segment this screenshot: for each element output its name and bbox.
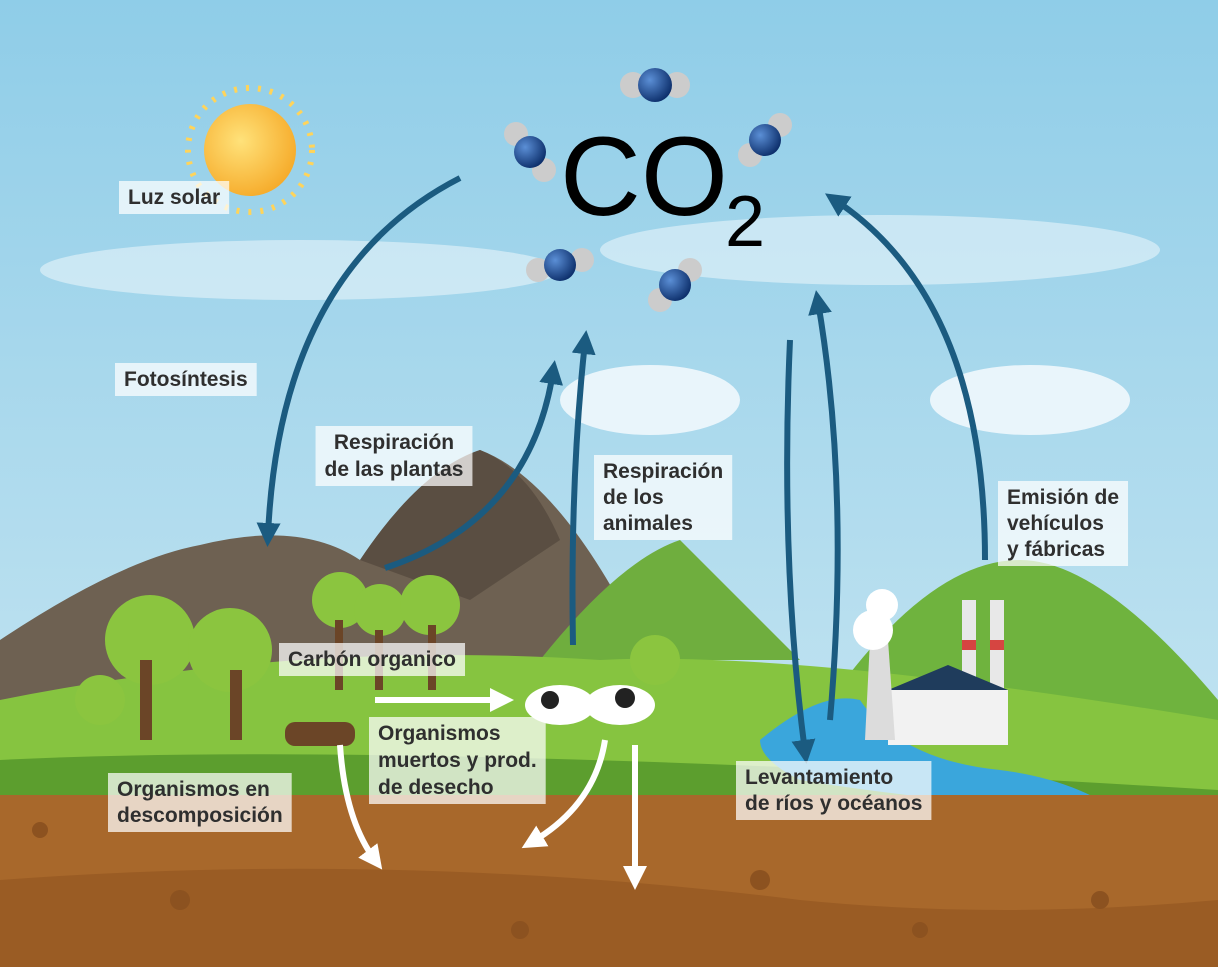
label: Luz solar	[119, 181, 229, 214]
label-text: y fábricas	[1007, 538, 1105, 561]
label: Levantamiento de ríos y océanos	[736, 761, 931, 820]
label-text: Respiración	[334, 431, 454, 454]
label: Respiración de los animales	[594, 455, 732, 540]
label-text: de ríos y océanos	[745, 792, 922, 815]
label-text: de los	[603, 486, 664, 509]
label: Organismos en descomposición	[108, 773, 292, 832]
label-text: Respiración	[603, 460, 723, 483]
label-text: de las plantas	[325, 458, 464, 481]
label: Carbón organico	[279, 643, 465, 676]
label-text: vehículos	[1007, 512, 1104, 535]
page: CO 2 Luz solar Fotosíntesis Respiración de …	[0, 0, 1218, 967]
label-text: Organismos en	[117, 778, 270, 801]
label-text: Emisión de	[1007, 486, 1119, 509]
label-text: Carbón organico	[288, 648, 456, 671]
carbon-cycle-diagram: CO 2 Luz solar Fotosíntesis Respiración de …	[0, 0, 1218, 967]
label-text: Levantamiento	[745, 766, 893, 789]
label-text: descomposición	[117, 804, 283, 827]
label-text: Organismos	[378, 722, 501, 745]
label: Organismos muertos y prod. de desecho	[369, 717, 546, 804]
label-text: muertos y prod.	[378, 749, 537, 772]
label-text: Luz solar	[128, 186, 220, 209]
co2-formula: CO	[560, 114, 728, 239]
label-text: de desecho	[378, 776, 494, 799]
label-text: Fotosíntesis	[124, 368, 248, 391]
label: Emisión de vehículos y fábricas	[998, 481, 1128, 566]
co2-subscript: 2	[725, 182, 765, 262]
label-text: animales	[603, 512, 693, 535]
label: Fotosíntesis	[115, 363, 257, 396]
label: Respiración de las plantas	[316, 426, 473, 486]
